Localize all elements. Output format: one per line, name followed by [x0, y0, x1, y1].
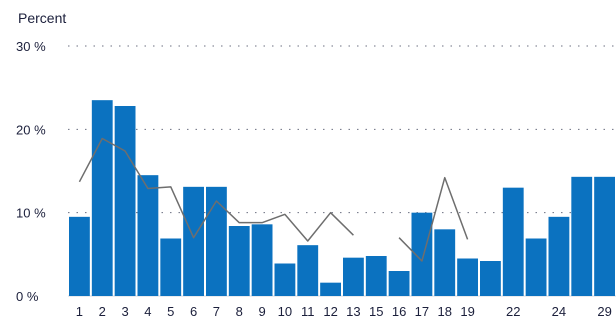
bar — [137, 175, 159, 296]
bar — [206, 186, 227, 296]
line-segment — [398, 176, 469, 262]
x-tick-label: 13 — [346, 304, 360, 319]
line-series — [78, 137, 469, 262]
x-tick-label: 17 — [415, 304, 429, 319]
bar — [274, 263, 296, 296]
x-tick-label: 10 — [278, 304, 292, 319]
bar — [183, 186, 204, 296]
x-tick-label: 5 — [167, 304, 174, 319]
bar — [251, 224, 273, 296]
bar — [320, 282, 341, 296]
bar — [411, 212, 433, 296]
bar — [69, 216, 90, 296]
x-tick-label: 6 — [190, 304, 197, 319]
x-tick-label: 4 — [144, 304, 151, 319]
bar — [525, 238, 547, 296]
bar — [91, 100, 113, 296]
bar — [571, 176, 593, 296]
bar — [457, 258, 478, 296]
bar — [502, 187, 524, 296]
x-tick-label: 12 — [323, 304, 337, 319]
x-tick-label: 19 — [460, 304, 474, 319]
x-tick-label: 1 — [76, 304, 83, 319]
x-tick-labels: 1 2 3 4 5 6 7 8 9 10 11 12 13 15 16 17 18 19 22 24 29 — [76, 304, 612, 319]
y-tick-label: 0 % — [16, 289, 39, 304]
bar — [297, 245, 319, 296]
y-tick-label: 10 % — [16, 206, 46, 221]
y-tick-label: 30 % — [16, 39, 46, 54]
bar — [434, 229, 456, 296]
x-tick-label: 18 — [438, 304, 452, 319]
bar — [160, 238, 182, 296]
x-tick-label: 2 — [99, 304, 106, 319]
x-tick-label: 22 — [506, 304, 520, 319]
bar — [388, 271, 410, 296]
x-tick-label: 11 — [301, 304, 315, 319]
gridlines — [68, 45, 616, 297]
x-tick-label: 16 — [392, 304, 406, 319]
y-tick-labels: 0 % 10 % 20 % 30 % — [16, 39, 46, 304]
x-tick-label: 3 — [121, 304, 128, 319]
x-tick-label: 7 — [213, 304, 220, 319]
bar — [343, 257, 364, 296]
bar — [365, 256, 387, 296]
x-tick-label: 15 — [369, 304, 383, 319]
x-tick-label: 29 — [597, 304, 611, 319]
bars — [69, 100, 615, 296]
bar — [594, 176, 615, 296]
bar — [228, 226, 250, 296]
x-tick-label: 9 — [258, 304, 265, 319]
bar — [114, 106, 136, 296]
bar — [480, 261, 501, 296]
line-segment — [78, 137, 354, 242]
x-tick-label: 8 — [236, 304, 243, 319]
y-tick-label: 20 % — [16, 122, 46, 137]
x-tick-label: 24 — [552, 304, 566, 319]
y-axis-title: Percent — [18, 10, 66, 26]
bar — [548, 216, 570, 296]
